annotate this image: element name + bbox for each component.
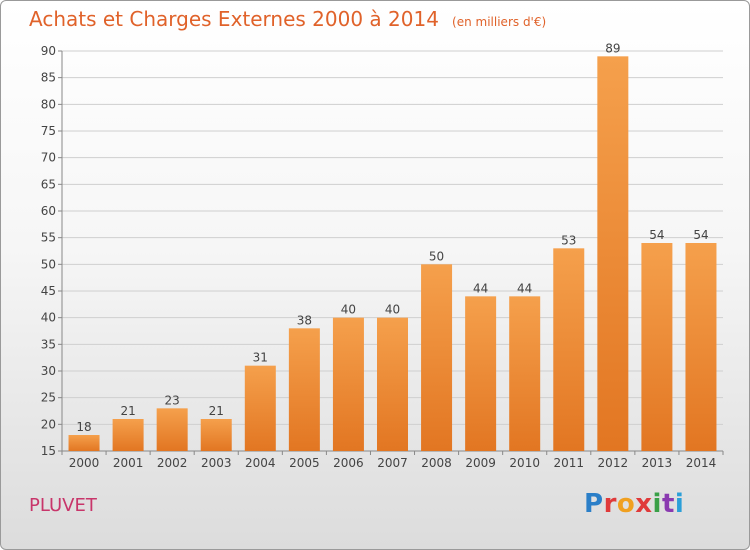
bar-value-label: 44 xyxy=(473,281,488,295)
y-tick-label: 50 xyxy=(41,257,56,271)
commune-name: PLUVET xyxy=(29,495,97,516)
y-tick-label: 15 xyxy=(41,444,56,458)
bar xyxy=(68,435,100,451)
y-tick-label: 55 xyxy=(41,231,56,245)
bar xyxy=(200,419,232,451)
bar xyxy=(685,243,717,451)
bar xyxy=(421,264,453,451)
bar xyxy=(597,56,629,451)
proxiti-logo: Proxiti xyxy=(584,489,684,519)
bar-value-label: 89 xyxy=(605,41,620,55)
bar-value-label: 50 xyxy=(429,249,444,263)
bar xyxy=(332,317,364,451)
x-tick-label: 2004 xyxy=(245,456,276,470)
logo-letter: t xyxy=(661,489,675,519)
bar-value-label: 40 xyxy=(385,303,400,317)
x-tick-label: 2005 xyxy=(289,456,320,470)
y-tick-label: 20 xyxy=(41,417,56,431)
x-tick-label: 2014 xyxy=(686,456,717,470)
x-tick-label: 2006 xyxy=(333,456,364,470)
bar-value-label: 53 xyxy=(561,233,576,247)
logo-letter: o xyxy=(616,489,636,519)
bar-value-label: 21 xyxy=(209,404,224,418)
bar xyxy=(377,317,408,451)
y-tick-label: 40 xyxy=(41,311,56,325)
x-tick-label: 2001 xyxy=(113,456,144,470)
bar-value-label: 54 xyxy=(649,228,664,242)
x-tick-label: 2007 xyxy=(377,456,408,470)
x-tick-label: 2011 xyxy=(553,456,584,470)
logo-letter: x xyxy=(635,489,653,519)
y-tick-label: 45 xyxy=(41,284,56,298)
bar-value-label: 54 xyxy=(693,228,708,242)
y-tick-label: 80 xyxy=(41,97,56,111)
bar xyxy=(509,296,541,451)
y-tick-label: 65 xyxy=(41,177,56,191)
bars xyxy=(68,56,717,451)
bar xyxy=(288,328,320,451)
x-tick-label: 2008 xyxy=(421,456,452,470)
y-tick-label: 90 xyxy=(41,44,56,58)
bar-value-label: 38 xyxy=(297,313,312,327)
bar xyxy=(244,365,276,451)
x-tick-label: 2009 xyxy=(465,456,496,470)
bar-value-label: 21 xyxy=(120,404,135,418)
x-tick-label: 2002 xyxy=(157,456,188,470)
y-tick-label: 60 xyxy=(41,204,56,218)
chart-title-main: Achats et Charges Externes 2000 à 2014 xyxy=(29,7,439,31)
x-axis-ticks: 2000 2001 2002 2003 2004 2005 2006 2007 2008 2009… xyxy=(61,451,724,470)
bar-value-label: 18 xyxy=(76,420,91,434)
logo-letter: r xyxy=(603,489,617,519)
y-tick-label: 25 xyxy=(41,391,56,405)
bar-value-label: 40 xyxy=(341,303,356,317)
bar-value-label: 31 xyxy=(253,351,268,365)
y-tick-label: 85 xyxy=(41,71,56,85)
logo-letter: i xyxy=(674,489,685,519)
bar xyxy=(553,248,585,451)
bar xyxy=(112,419,144,451)
y-tick-label: 35 xyxy=(41,337,56,351)
x-tick-label: 2012 xyxy=(598,456,629,470)
x-tick-label: 2003 xyxy=(201,456,232,470)
x-tick-label: 2013 xyxy=(642,456,673,470)
x-tick-label: 2000 xyxy=(69,456,100,470)
logo-letter: P xyxy=(584,489,604,519)
bar-value-label: 23 xyxy=(165,393,180,407)
bar xyxy=(641,243,673,451)
chart-title: Achats et Charges Externes 2000 à 2014 (… xyxy=(29,7,546,31)
x-tick-label: 2010 xyxy=(509,456,540,470)
y-tick-label: 30 xyxy=(41,364,56,378)
chart-title-unit: (en milliers d'€) xyxy=(452,15,547,29)
data-labels: 18 21 23 21 31 38 40 40 50 44 44 53 89 54 54 xyxy=(76,41,708,434)
bar-value-label: 44 xyxy=(517,281,532,295)
bar xyxy=(156,408,188,451)
logo-letter: i xyxy=(652,489,662,519)
y-tick-label: 75 xyxy=(41,124,56,138)
y-tick-label: 70 xyxy=(41,151,56,165)
bar xyxy=(465,296,497,451)
